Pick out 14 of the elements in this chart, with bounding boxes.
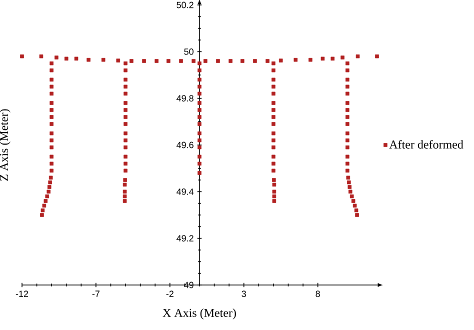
y-tick-label: 49.4 (176, 188, 194, 195)
x-tick-label: -7 (92, 290, 100, 297)
x-tick-label: 8 (316, 290, 320, 298)
y-tick-label: 49.8 (176, 95, 194, 102)
x-tick-label: 3 (242, 290, 246, 298)
x-tick-label: -2 (166, 290, 174, 297)
x-axis-title: X Axis (Meter) (162, 308, 236, 320)
legend-label: After deformed (389, 140, 464, 149)
y-tick-label: 50 (184, 48, 194, 55)
y-axis-title: Z Axis (Meter) (0, 109, 10, 181)
y-tick-label: 49.6 (176, 142, 194, 148)
x-tick-label: -12 (16, 290, 28, 297)
y-tick-label: 50.2 (176, 2, 194, 8)
y-tick-label: 49.2 (176, 235, 194, 242)
